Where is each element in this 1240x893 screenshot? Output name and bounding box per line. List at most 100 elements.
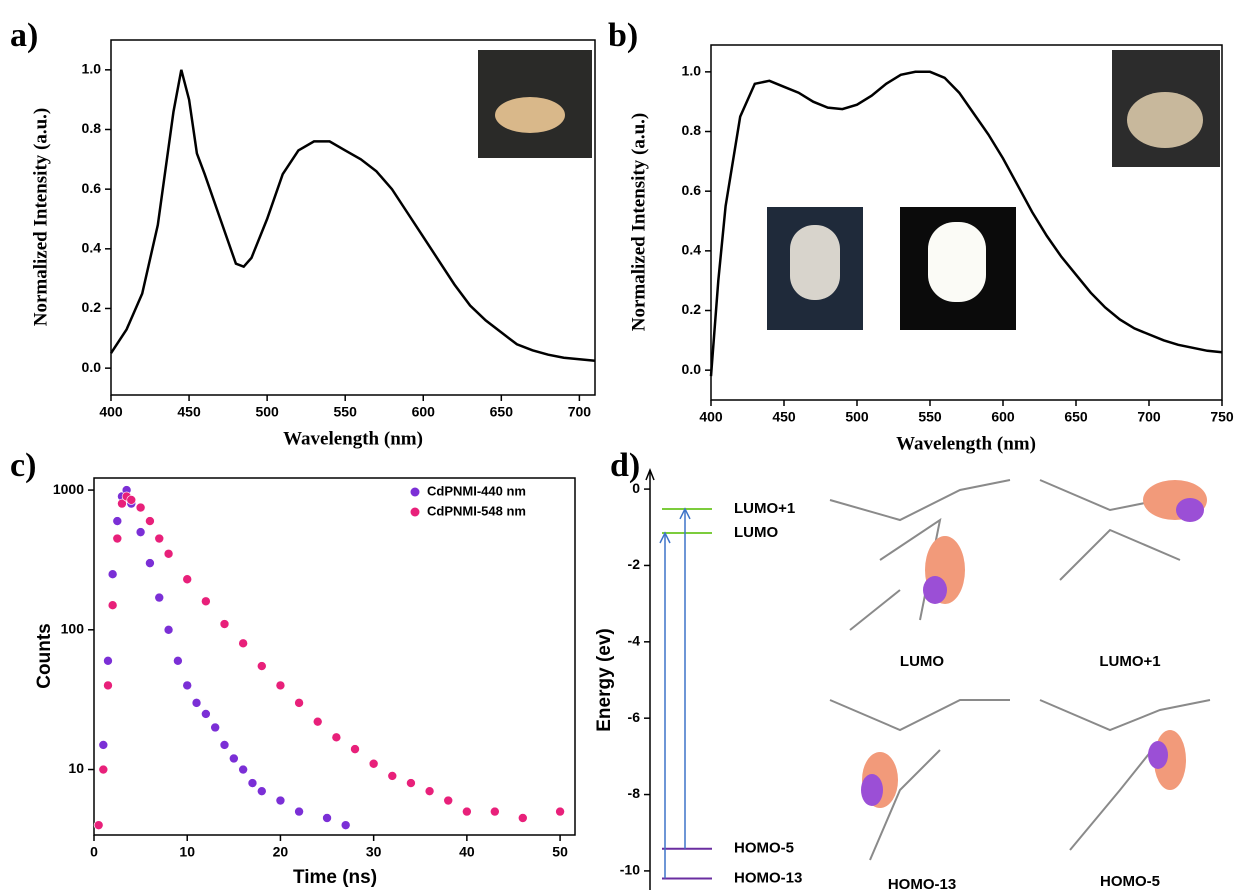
x-tick-label: 550	[918, 409, 942, 425]
data-point	[322, 813, 332, 823]
data-point	[256, 661, 267, 671]
x-tick-label: 40	[459, 844, 475, 860]
x-axis-label: Time (ns)	[293, 867, 377, 888]
y-tick-label: -4	[628, 633, 641, 649]
data-point	[191, 698, 202, 708]
y-tick-label: -6	[628, 709, 641, 725]
y-tick-label: 1000	[53, 481, 84, 497]
orbital-label: LUMO	[900, 653, 944, 670]
level-label: HOMO-13	[734, 870, 802, 887]
orbital	[1176, 498, 1204, 522]
panel-label: a)	[10, 17, 38, 54]
x-tick-label: 600	[991, 409, 1015, 425]
y-tick-label: 0.0	[682, 361, 702, 377]
photo-sample	[1127, 92, 1203, 148]
legend-label: CdPNMI-440 nm	[427, 483, 526, 498]
data-point	[135, 527, 146, 537]
data-point	[210, 722, 220, 733]
y-tick-label: 0.0	[82, 359, 102, 375]
x-tick-label: 10	[179, 844, 195, 860]
spectrum-line	[109, 69, 596, 362]
data-point	[107, 600, 118, 610]
y-tick-label: 10	[68, 760, 84, 776]
x-tick-label: 450	[177, 404, 201, 420]
panel-label: b)	[608, 17, 638, 54]
x-tick-label: 750	[1210, 409, 1234, 425]
data-point	[103, 680, 113, 691]
spectrum-line	[709, 70, 1223, 377]
y-tick-label: -2	[628, 556, 641, 572]
data-point	[154, 592, 165, 603]
y-tick-label: 1.0	[82, 61, 102, 77]
data-point	[275, 795, 286, 806]
y-tick-label: 0.4	[82, 240, 102, 256]
y-tick-label: -8	[628, 785, 641, 801]
level-label: LUMO+1	[734, 500, 795, 517]
data-point	[201, 596, 211, 607]
x-axis-label: Wavelength (nm)	[896, 433, 1036, 454]
panel-label: d)	[610, 447, 640, 484]
orbital-label: LUMO+1	[1099, 653, 1160, 670]
data-point	[350, 744, 360, 754]
orbital-label: HOMO-13	[888, 876, 956, 893]
data-point	[163, 624, 174, 635]
y-tick-label: 0.2	[682, 301, 702, 317]
data-point	[387, 771, 398, 781]
data-point	[294, 806, 304, 817]
y-axis-label: Normalized Intensity (a.u.)	[30, 108, 51, 326]
data-point	[517, 813, 528, 823]
legend-label: CdPNMI-548 nm	[427, 503, 526, 518]
data-point	[219, 619, 230, 629]
data-point	[406, 778, 416, 788]
data-point	[163, 548, 174, 559]
y-tick-label: 0.8	[682, 122, 702, 138]
plot-frame	[710, 44, 1223, 401]
y-tick-label: 1.0	[682, 63, 702, 79]
x-tick-label: 50	[552, 844, 568, 860]
y-tick-label: -10	[620, 862, 640, 878]
data-point	[256, 786, 267, 796]
data-point	[154, 533, 165, 544]
y-axis-label: Normalized Intensity (a.u.)	[628, 113, 649, 331]
data-point	[98, 740, 109, 750]
data-point	[294, 698, 304, 708]
data-point	[182, 680, 193, 691]
y-tick-label: 0.2	[82, 299, 102, 315]
data-point	[555, 806, 565, 817]
orbital	[861, 774, 883, 806]
led-body	[790, 225, 840, 300]
data-point	[275, 680, 286, 691]
y-axis-label: Energy (ev)	[594, 628, 615, 731]
legend-marker	[410, 507, 420, 517]
data-point	[331, 732, 342, 743]
y-axis-arrow	[645, 467, 655, 481]
y-tick-label: 0.8	[82, 120, 102, 136]
data-point	[103, 655, 113, 666]
data-point	[98, 764, 109, 775]
y-tick-label: 0.6	[82, 180, 102, 196]
data-point	[145, 516, 155, 526]
x-tick-label: 0	[90, 844, 98, 860]
y-tick-label: 0.6	[682, 182, 702, 198]
data-point	[112, 516, 123, 526]
x-tick-label: 400	[699, 409, 723, 425]
data-point	[229, 753, 239, 764]
x-tick-label: 700	[1137, 409, 1161, 425]
plot-frame	[110, 39, 596, 396]
plot-frame	[93, 477, 576, 836]
data-point	[107, 569, 118, 579]
arrow-head	[679, 507, 691, 520]
data-point	[312, 716, 323, 727]
x-tick-label: 500	[845, 409, 869, 425]
data-point	[247, 778, 258, 788]
data-point	[126, 495, 137, 505]
x-tick-label: 400	[99, 404, 123, 420]
data-point	[238, 638, 248, 649]
data-point	[490, 806, 500, 817]
x-tick-label: 450	[772, 409, 796, 425]
y-axis-label: Counts	[34, 623, 55, 688]
data-point	[443, 795, 454, 806]
x-tick-label: 700	[568, 404, 592, 420]
level-label: HOMO-5	[734, 840, 794, 857]
orbital-label: HOMO-5	[1100, 873, 1160, 890]
